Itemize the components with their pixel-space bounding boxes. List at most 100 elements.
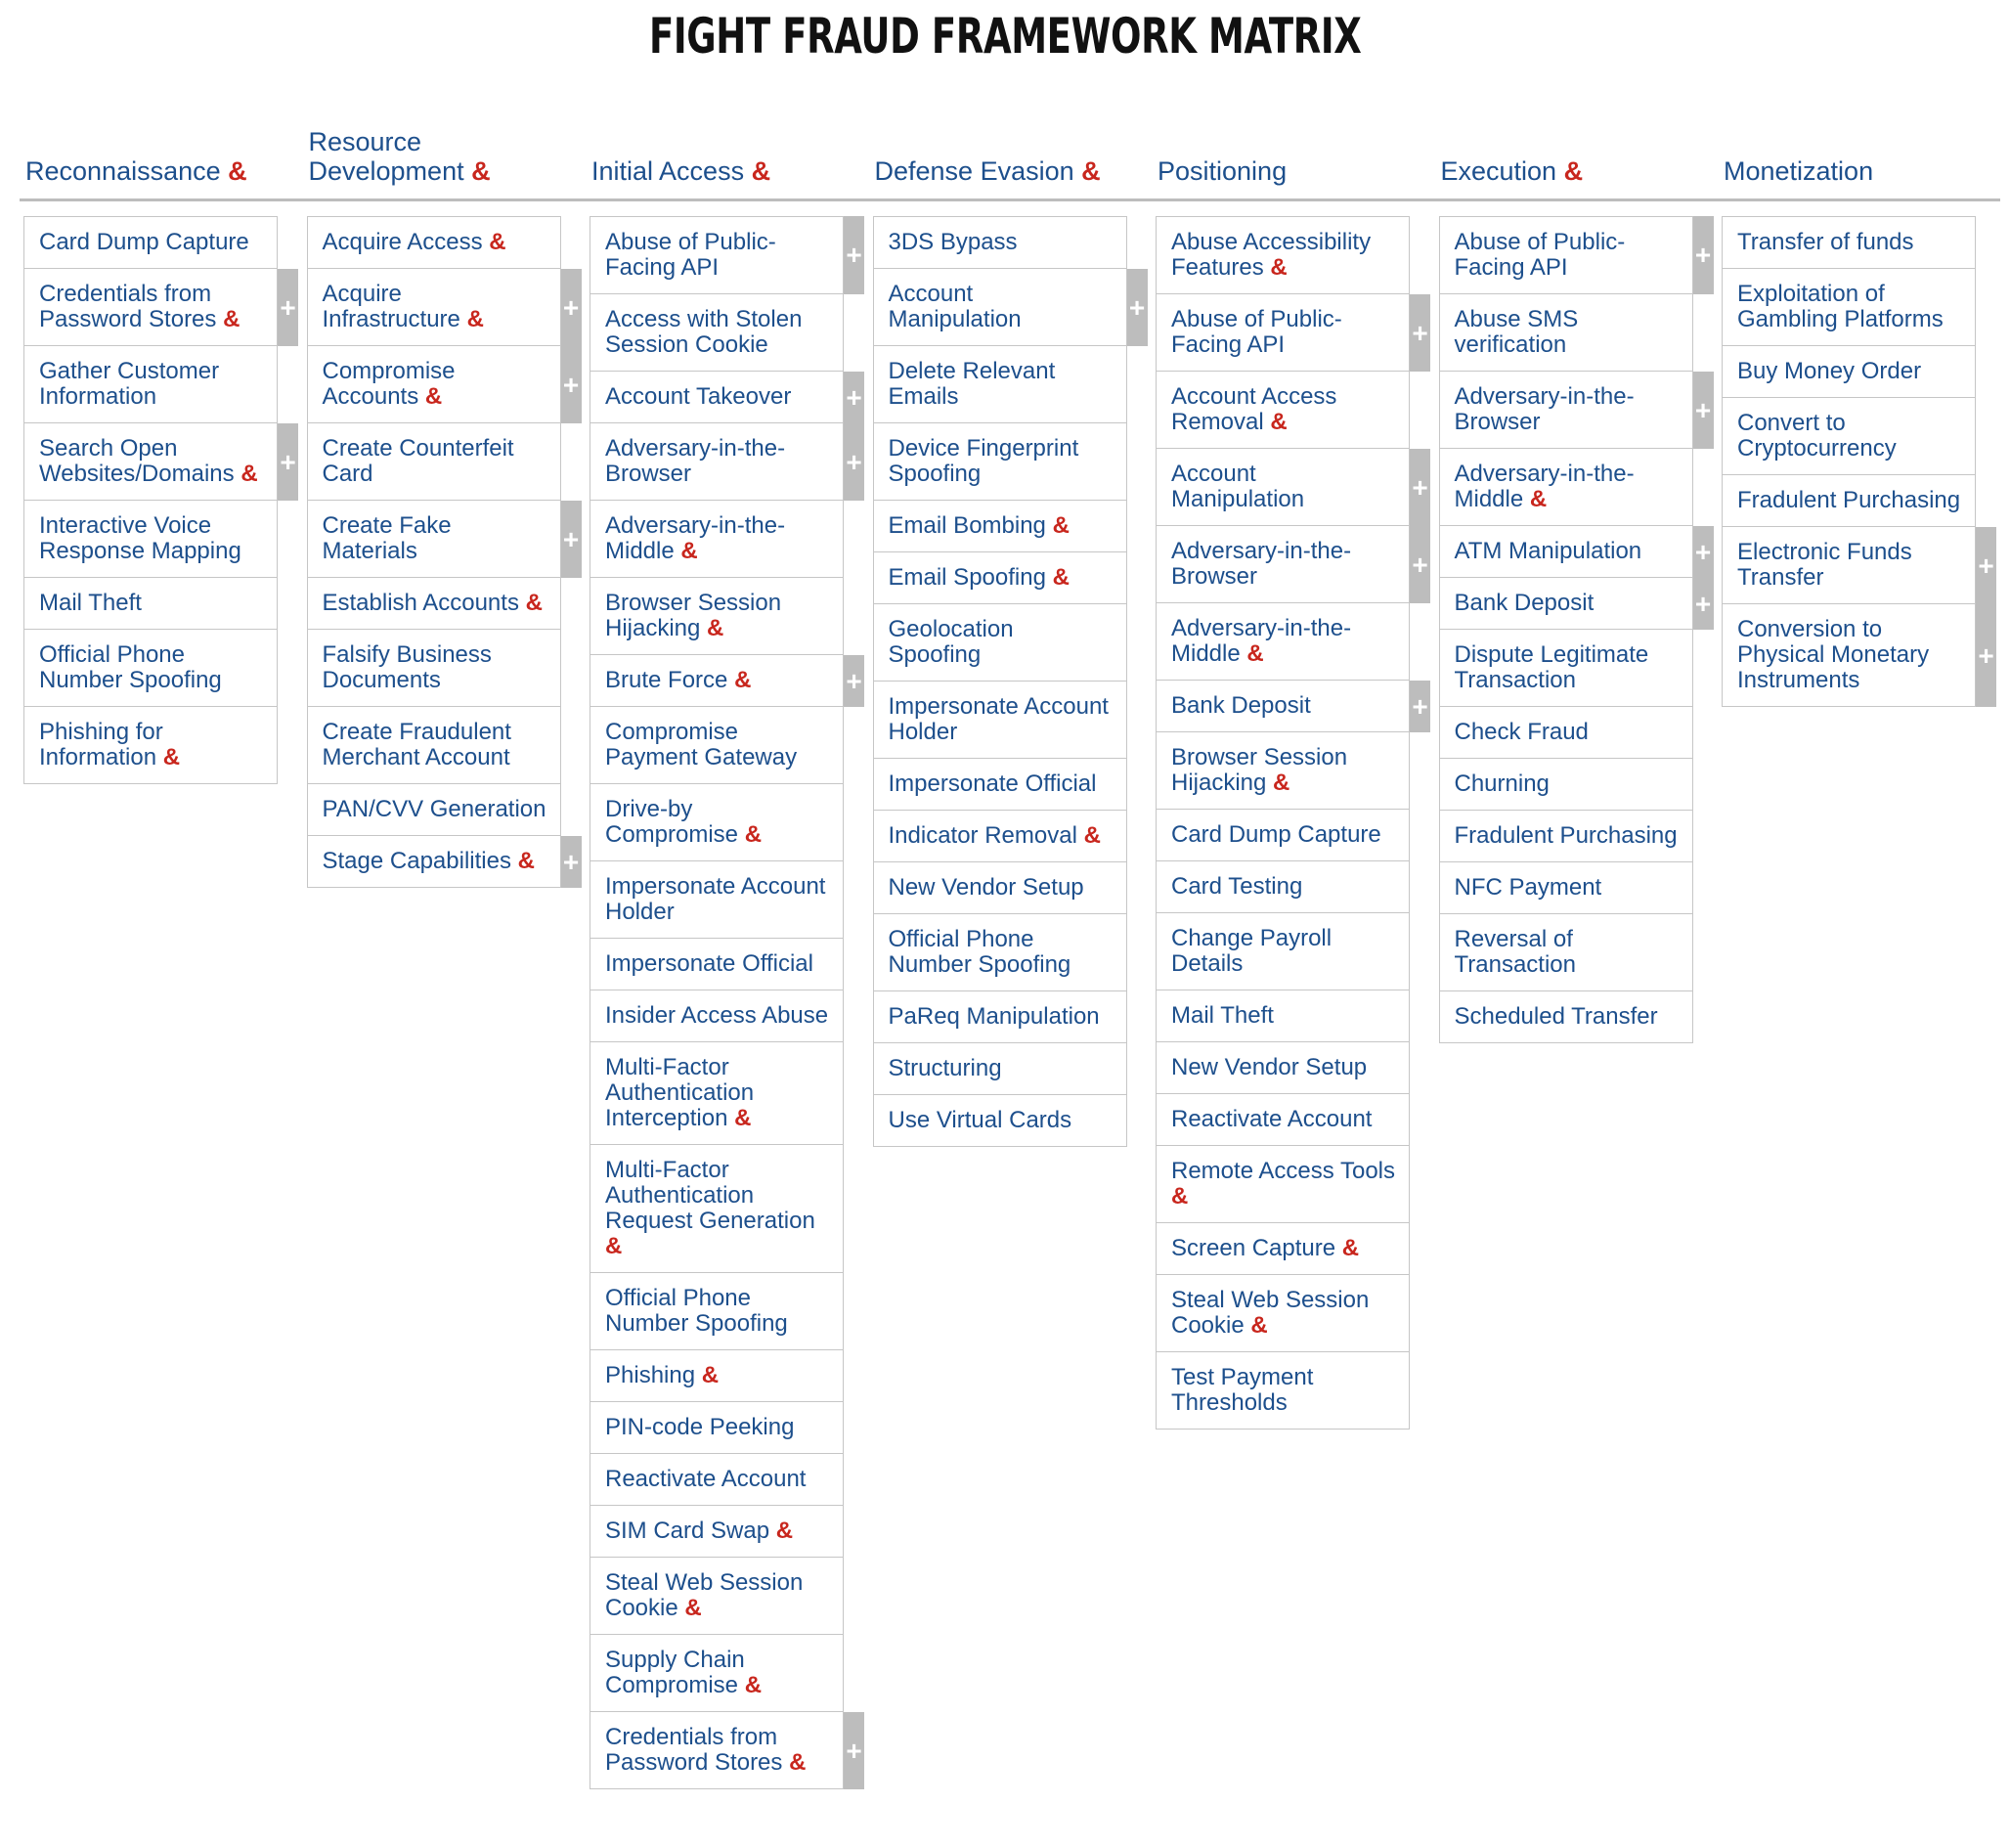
technique-check-fraud[interactable]: Check Fraud — [1438, 707, 1693, 759]
technique-reactivate-account[interactable]: Reactivate Account — [1156, 1094, 1410, 1146]
technique-acquire-access[interactable]: Acquire Access & — [306, 216, 561, 269]
technique-scheduled-transfer[interactable]: Scheduled Transfer — [1438, 991, 1693, 1043]
technique-churning[interactable]: Churning — [1438, 759, 1693, 811]
technique-adversary-in-the-browser[interactable]: Adversary-in-the-Browser — [1156, 526, 1410, 603]
technique-pin-code-peeking[interactable]: PIN-code Peeking — [590, 1402, 844, 1454]
technique-impersonate-account-holder[interactable]: Impersonate Account Holder — [872, 682, 1127, 759]
expand-subtechniques-button[interactable]: + — [560, 501, 582, 578]
tactic-header-defense-evasion[interactable]: Defense Evasion & — [875, 156, 1139, 186]
technique-fradulent-purchasing[interactable]: Fradulent Purchasing — [1438, 811, 1693, 862]
technique-nfc-payment[interactable]: NFC Payment — [1438, 862, 1693, 914]
technique-compromise-payment-gateway[interactable]: Compromise Payment Gateway — [590, 707, 844, 784]
technique-stage-capabilities[interactable]: Stage Capabilities & — [306, 836, 561, 888]
technique-adversary-in-the-browser[interactable]: Adversary-in-the-Browser — [590, 423, 844, 501]
technique-compromise-accounts[interactable]: Compromise Accounts & — [306, 346, 561, 423]
technique-card-dump-capture[interactable]: Card Dump Capture — [1156, 810, 1410, 861]
technique-screen-capture[interactable]: Screen Capture & — [1156, 1223, 1410, 1275]
technique-impersonate-official[interactable]: Impersonate Official — [590, 939, 844, 990]
expand-subtechniques-button[interactable]: + — [844, 655, 864, 707]
expand-subtechniques-button[interactable]: + — [1410, 681, 1430, 732]
tactic-header-reconnaissance[interactable]: Reconnaissance & — [25, 156, 289, 186]
technique-new-vendor-setup[interactable]: New Vendor Setup — [872, 862, 1127, 914]
expand-subtechniques-button[interactable]: + — [1692, 216, 1714, 294]
expand-subtechniques-button[interactable]: + — [560, 346, 582, 423]
expand-subtechniques-button[interactable]: + — [1976, 604, 1996, 707]
technique-adversary-in-the-browser[interactable]: Adversary-in-the-Browser — [1438, 372, 1693, 449]
technique-access-with-stolen-session-cookie[interactable]: Access with Stolen Session Cookie — [590, 294, 844, 372]
technique-change-payroll-details[interactable]: Change Payroll Details — [1156, 913, 1410, 990]
technique-impersonate-official[interactable]: Impersonate Official — [872, 759, 1127, 811]
technique-card-testing[interactable]: Card Testing — [1156, 861, 1410, 913]
expand-subtechniques-button[interactable]: + — [560, 269, 582, 346]
technique-device-fingerprint-spoofing[interactable]: Device Fingerprint Spoofing — [872, 423, 1127, 501]
tactic-header-initial-access[interactable]: Initial Access & — [591, 156, 855, 186]
technique-credentials-from-password-stores[interactable]: Credentials from Password Stores & — [590, 1712, 844, 1789]
technique-indicator-removal[interactable]: Indicator Removal & — [872, 811, 1127, 862]
expand-subtechniques-button[interactable]: + — [844, 216, 864, 294]
technique-transfer-of-funds[interactable]: Transfer of funds — [1722, 216, 1976, 269]
technique-abuse-accessibility-features[interactable]: Abuse Accessibility Features & — [1156, 216, 1410, 294]
technique-conversion-to-physical-monetary-instruments[interactable]: Conversion to Physical Monetary Instrume… — [1722, 604, 1976, 707]
technique-3ds-bypass[interactable]: 3DS Bypass — [872, 216, 1127, 269]
technique-buy-money-order[interactable]: Buy Money Order — [1722, 346, 1976, 398]
technique-adversary-in-the-middle[interactable]: Adversary-in-the-Middle & — [590, 501, 844, 578]
technique-interactive-voice-response-mapping[interactable]: Interactive Voice Response Mapping — [23, 501, 278, 578]
technique-steal-web-session-cookie[interactable]: Steal Web Session Cookie & — [590, 1558, 844, 1635]
expand-subtechniques-button[interactable]: + — [1410, 526, 1430, 603]
technique-abuse-of-public-facing-api[interactable]: Abuse of Public-Facing API — [590, 216, 844, 294]
technique-create-counterfeit-card[interactable]: Create Counterfeit Card — [306, 423, 561, 501]
technique-new-vendor-setup[interactable]: New Vendor Setup — [1156, 1042, 1410, 1094]
technique-steal-web-session-cookie[interactable]: Steal Web Session Cookie & — [1156, 1275, 1410, 1352]
tactic-header-positioning[interactable]: Positioning — [1158, 156, 1421, 186]
technique-official-phone-number-spoofing[interactable]: Official Phone Number Spoofing — [590, 1273, 844, 1350]
technique-abuse-of-public-facing-api[interactable]: Abuse of Public-Facing API — [1156, 294, 1410, 372]
expand-subtechniques-button[interactable]: + — [1410, 294, 1430, 372]
technique-drive-by-compromise[interactable]: Drive-by Compromise & — [590, 784, 844, 861]
technique-multi-factor-authentication-request-generation[interactable]: Multi-Factor Authentication Request Gene… — [590, 1145, 844, 1273]
expand-subtechniques-button[interactable]: + — [1692, 372, 1714, 449]
technique-email-bombing[interactable]: Email Bombing & — [872, 501, 1127, 552]
technique-browser-session-hijacking[interactable]: Browser Session Hijacking & — [1156, 732, 1410, 810]
technique-convert-to-cryptocurrency[interactable]: Convert to Cryptocurrency — [1722, 398, 1976, 475]
technique-account-manipulation[interactable]: Account Manipulation — [1156, 449, 1410, 526]
technique-fradulent-purchasing[interactable]: Fradulent Purchasing — [1722, 475, 1976, 527]
tactic-header-monetization[interactable]: Monetization — [1724, 156, 1988, 186]
technique-account-takeover[interactable]: Account Takeover — [590, 372, 844, 423]
technique-phishing[interactable]: Phishing & — [590, 1350, 844, 1402]
technique-acquire-infrastructure[interactable]: Acquire Infrastructure & — [306, 269, 561, 346]
technique-test-payment-thresholds[interactable]: Test Payment Thresholds — [1156, 1352, 1410, 1430]
technique-official-phone-number-spoofing[interactable]: Official Phone Number Spoofing — [872, 914, 1127, 991]
technique-mail-theft[interactable]: Mail Theft — [1156, 990, 1410, 1042]
technique-dispute-legitimate-transaction[interactable]: Dispute Legitimate Transaction — [1438, 630, 1693, 707]
technique-abuse-sms-verification[interactable]: Abuse SMS verification — [1438, 294, 1693, 372]
technique-gather-customer-information[interactable]: Gather Customer Information — [23, 346, 278, 423]
tactic-header-execution[interactable]: Execution & — [1441, 156, 1705, 186]
technique-search-open-websites-domains[interactable]: Search Open Websites/Domains & — [23, 423, 278, 501]
technique-abuse-of-public-facing-api[interactable]: Abuse of Public-Facing API — [1438, 216, 1693, 294]
technique-bank-deposit[interactable]: Bank Deposit — [1156, 681, 1410, 732]
technique-account-manipulation[interactable]: Account Manipulation — [872, 269, 1127, 346]
technique-exploitation-of-gambling-platforms[interactable]: Exploitation of Gambling Platforms — [1722, 269, 1976, 346]
technique-card-dump-capture[interactable]: Card Dump Capture — [23, 216, 278, 269]
expand-subtechniques-button[interactable]: + — [278, 423, 298, 501]
technique-impersonate-account-holder[interactable]: Impersonate Account Holder — [590, 861, 844, 939]
expand-subtechniques-button[interactable]: + — [1410, 449, 1430, 526]
technique-electronic-funds-transfer[interactable]: Electronic Funds Transfer — [1722, 527, 1976, 604]
technique-brute-force[interactable]: Brute Force & — [590, 655, 844, 707]
technique-create-fraudulent-merchant-account[interactable]: Create Fraudulent Merchant Account — [306, 707, 561, 784]
technique-phishing-for-information[interactable]: Phishing for Information & — [23, 707, 278, 784]
expand-subtechniques-button[interactable]: + — [1126, 269, 1148, 346]
expand-subtechniques-button[interactable]: + — [1692, 578, 1714, 630]
technique-sim-card-swap[interactable]: SIM Card Swap & — [590, 1506, 844, 1558]
technique-insider-access-abuse[interactable]: Insider Access Abuse — [590, 990, 844, 1042]
technique-remote-access-tools[interactable]: Remote Access Tools & — [1156, 1146, 1410, 1223]
expand-subtechniques-button[interactable]: + — [1976, 527, 1996, 604]
technique-multi-factor-authentication-interception[interactable]: Multi-Factor Authentication Interception… — [590, 1042, 844, 1145]
expand-subtechniques-button[interactable]: + — [844, 1712, 864, 1789]
technique-adversary-in-the-middle[interactable]: Adversary-in-the-Middle & — [1438, 449, 1693, 526]
technique-adversary-in-the-middle[interactable]: Adversary-in-the-Middle & — [1156, 603, 1410, 681]
technique-pan-cvv-generation[interactable]: PAN/CVV Generation — [306, 784, 561, 836]
technique-browser-session-hijacking[interactable]: Browser Session Hijacking & — [590, 578, 844, 655]
technique-official-phone-number-spoofing[interactable]: Official Phone Number Spoofing — [23, 630, 278, 707]
technique-atm-manipulation[interactable]: ATM Manipulation — [1438, 526, 1693, 578]
